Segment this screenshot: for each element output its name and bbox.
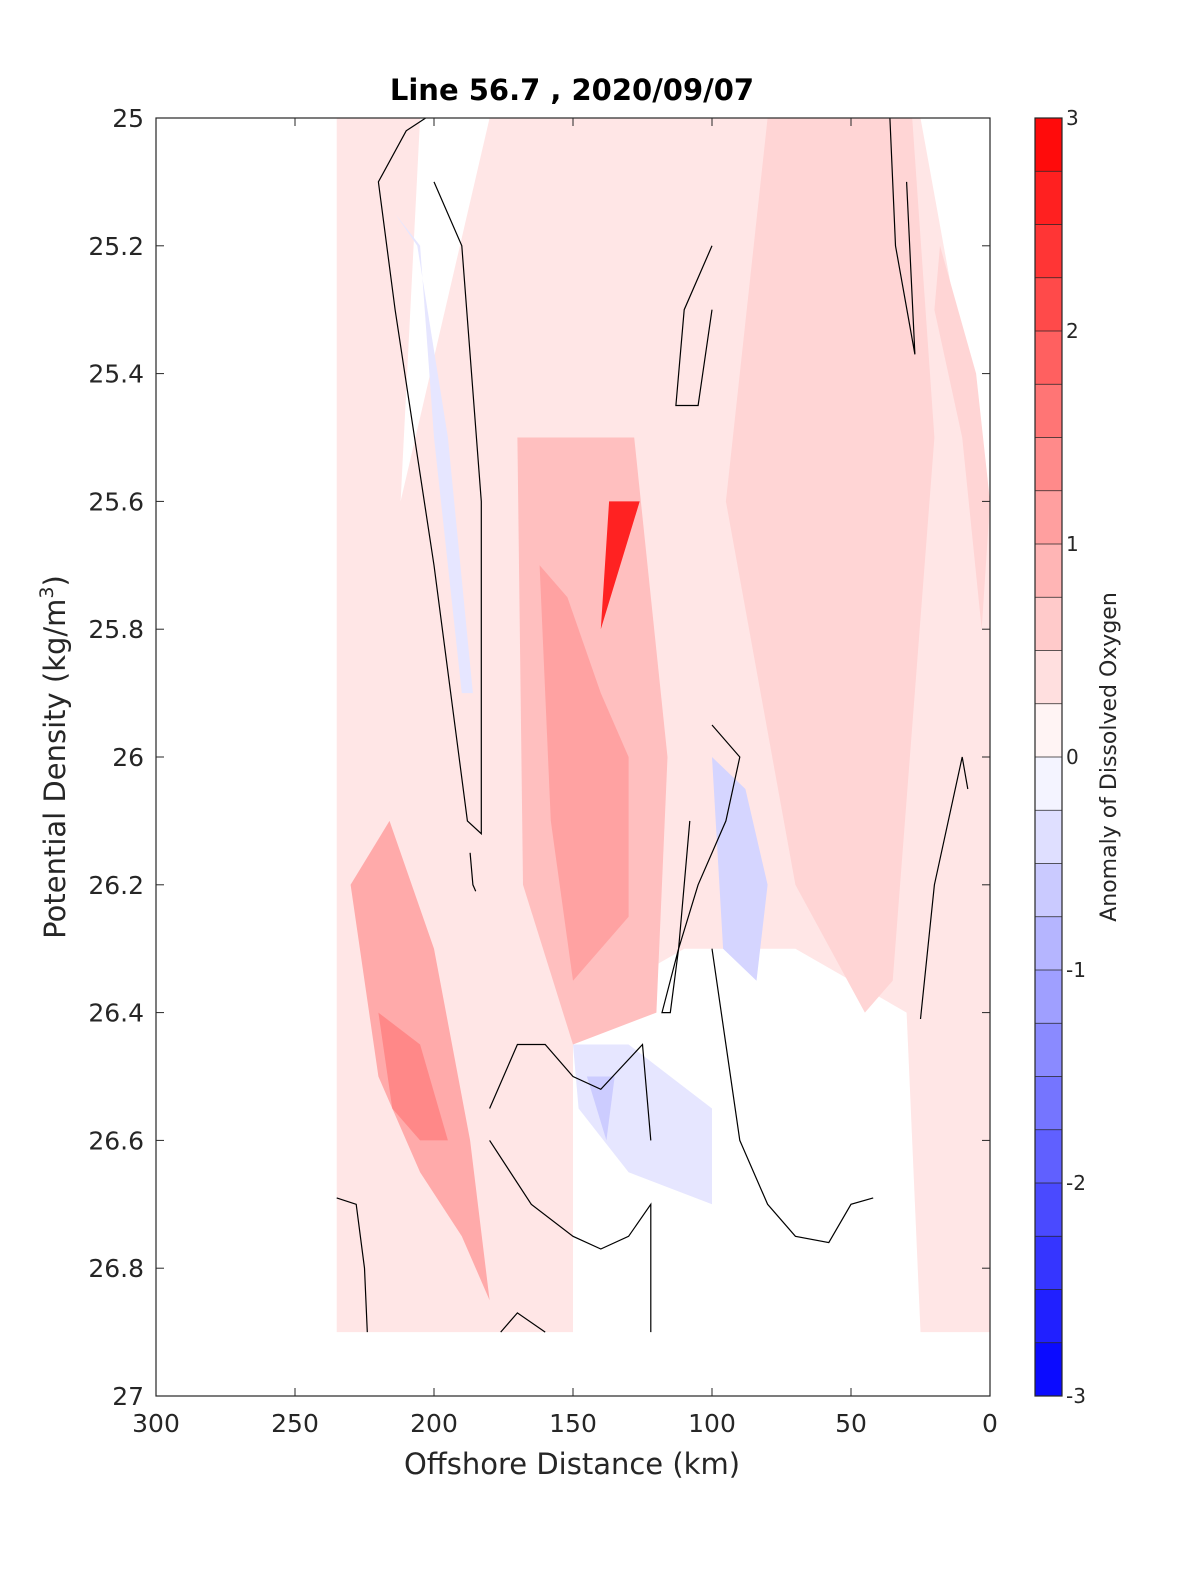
anomaly-region-4 [573,501,640,630]
y-tick-label-1: 25.2 [88,232,144,261]
colorbar-tick-label-3: 0 [1066,745,1079,769]
colorbar-band-1 [1035,171,1062,225]
x-tick-label-6: 0 [982,1409,998,1438]
y-tick-label-4: 25.8 [88,615,144,644]
x-tick-label-1: 250 [271,1409,319,1438]
colorbar-band-18 [1035,1076,1062,1131]
colorbar-band-5 [1035,384,1062,438]
colorbar-band-22 [1035,1289,1062,1344]
zero-contour-9 [500,1312,546,1333]
colorbar-band-2 [1035,224,1062,279]
y-tick-label-6: 26.2 [88,871,144,900]
colorbar-band-21 [1035,1236,1062,1290]
zero-contour-layer [336,118,969,1333]
axis-ticks-layer: 300 250 200 150 100 50 0 25 25.2 25.4 25.6 25.8 26 26… [88,104,998,1438]
y-tick-label-3: 25.6 [88,487,144,516]
colorbar-band-10 [1035,650,1062,705]
colorbar-band-12 [1035,757,1062,811]
colorbar-frame [1034,117,1063,1397]
y-tick-label-5: 26 [112,743,144,772]
colorbar-band-14 [1035,863,1062,918]
colorbar-tick-label-1: 2 [1066,319,1079,343]
chart-title: Line 56.7 , 2020/09/07 [390,73,754,107]
y-tick-label-9: 26.8 [88,1254,144,1283]
colorbar-ticks-layer: 3 2 1 0 -1 -2 -3 [1066,106,1086,1408]
colorbar-band-6 [1035,437,1062,492]
zero-contour-6 [711,948,874,1244]
anomaly-region-9 [586,1076,615,1141]
colorbar-band-20 [1035,1183,1062,1237]
colorbar-band-3 [1035,277,1062,332]
colorbar-tick-label-5: -2 [1066,1171,1086,1195]
zero-contour-3 [489,1140,652,1333]
zero-contour-5 [889,118,916,355]
zero-contour-0 [377,118,482,836]
colorbar-band-11 [1035,703,1062,758]
zero-contour-8 [919,756,969,1020]
y-tick-label-7: 26.4 [88,999,144,1028]
colorbar-tick-label-0: 3 [1066,106,1079,130]
anomaly-region-1 [395,213,473,694]
y-axis-label: Potential Density (kg/m3) [36,575,72,939]
colorbar-label: Anomaly of Dissolved Oxygen [1097,592,1122,922]
x-tick-label-4: 100 [688,1409,736,1438]
colorbar-band-17 [1035,1023,1062,1077]
anomaly-region-6 [378,1012,448,1141]
colorbar-band-7 [1035,490,1062,545]
colorbar-band-4 [1035,331,1062,385]
zero-contour-1 [661,724,741,1014]
colorbar-tick-label-2: 1 [1066,532,1079,556]
colorbar-band-9 [1035,597,1062,651]
y-tick-label-8: 26.6 [88,1126,144,1155]
colorbar-band-13 [1035,810,1062,864]
colorbar [1035,118,1062,1397]
colorbar-band-0 [1035,118,1062,172]
colorbar-band-8 [1035,544,1062,598]
colorbar-band-15 [1035,916,1062,971]
zero-contour-7 [336,1197,368,1333]
y-tick-label-10: 27 [112,1382,144,1411]
anomaly-region-3 [539,565,629,981]
x-axis-label: Offshore Distance (km) [404,1447,740,1481]
y-tick-label-2: 25.4 [88,360,144,389]
zero-contour-4 [675,245,713,407]
anomaly-fill-layer [336,118,990,1333]
colorbar-band-16 [1035,970,1062,1024]
colorbar-band-19 [1035,1129,1062,1184]
anomaly-region-7 [712,757,768,981]
zero-contour-10 [469,852,477,892]
x-tick-label-3: 150 [549,1409,597,1438]
zero-contour-2 [489,1043,652,1141]
y-axis-label-sup: 3 [36,586,58,598]
colorbar-tick-label-4: -1 [1066,958,1086,982]
x-tick-label-2: 200 [410,1409,458,1438]
colorbar-band-23 [1035,1342,1062,1397]
anomaly-region-11 [934,245,990,630]
y-tick-label-0: 25 [112,104,144,133]
colorbar-tick-label-6: -3 [1066,1384,1086,1408]
x-tick-label-5: 50 [835,1409,867,1438]
y-axis-label-main: Potential Density (kg/m [38,599,72,939]
anomaly-region-10 [725,118,935,1013]
x-tick-label-0: 300 [132,1409,180,1438]
y-axis-label-close: ) [38,575,72,586]
